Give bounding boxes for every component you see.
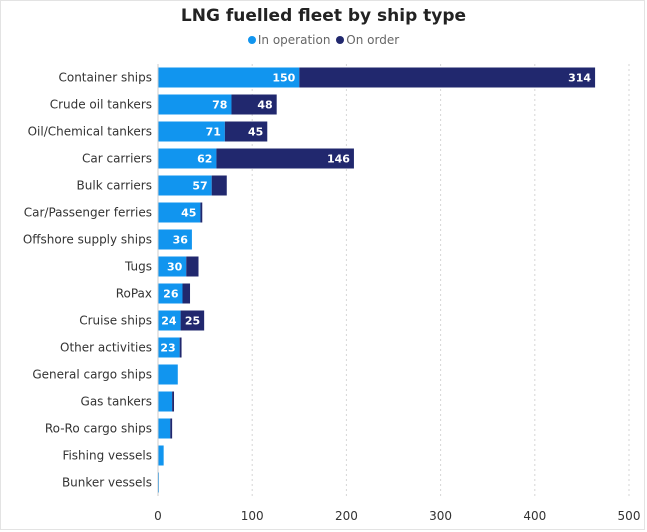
bar-value-label: 45 bbox=[181, 207, 196, 220]
bar-value-label: 36 bbox=[173, 234, 189, 247]
bar-in-operation[interactable] bbox=[158, 445, 164, 466]
bar-on-order[interactable] bbox=[216, 148, 354, 169]
y-tick-label: Oil/Chemical tankers bbox=[28, 125, 152, 139]
y-tick-label: Offshore supply ships bbox=[23, 233, 152, 247]
chart-title: LNG fuelled fleet by ship type bbox=[180, 6, 467, 26]
bar-in-operation[interactable] bbox=[158, 283, 183, 304]
bar-in-operation[interactable] bbox=[158, 175, 212, 196]
bar-value-label: 71 bbox=[206, 126, 221, 139]
bar-in-operation[interactable] bbox=[158, 364, 178, 385]
bar-in-operation[interactable] bbox=[158, 337, 180, 358]
legend-item-on-order[interactable]: On order bbox=[336, 33, 399, 47]
bar-in-operation[interactable] bbox=[158, 310, 181, 331]
legend-swatch-on-order bbox=[336, 36, 345, 44]
legend-label-on-order: On order bbox=[346, 33, 400, 47]
bar-value-label: 48 bbox=[257, 99, 272, 112]
bar-on-order[interactable] bbox=[224, 121, 268, 142]
x-tick-label: 200 bbox=[335, 509, 358, 523]
bar-on-order[interactable] bbox=[182, 283, 191, 304]
x-tick-label: 500 bbox=[618, 509, 641, 523]
y-tick-label: Gas tankers bbox=[81, 395, 152, 409]
y-tick-label: Cruise ships bbox=[79, 314, 152, 328]
y-tick-label: General cargo ships bbox=[32, 368, 152, 382]
bar-in-operation[interactable] bbox=[158, 67, 300, 88]
legend-swatch-in-operation bbox=[247, 36, 256, 44]
bar-in-operation[interactable] bbox=[158, 229, 192, 250]
bar-in-operation[interactable] bbox=[158, 121, 225, 142]
y-tick-label: Car carriers bbox=[82, 152, 152, 166]
bar-value-label: 78 bbox=[212, 99, 227, 112]
bar-in-operation[interactable] bbox=[158, 391, 173, 412]
legend-item-in-operation[interactable]: In operation bbox=[247, 33, 331, 47]
y-tick-label: Container ships bbox=[58, 71, 152, 85]
bar-on-order[interactable] bbox=[299, 67, 596, 88]
bar-on-order[interactable] bbox=[211, 175, 227, 196]
bar-on-order[interactable] bbox=[172, 391, 175, 412]
bar-in-operation[interactable] bbox=[158, 94, 232, 115]
x-tick-label: 300 bbox=[429, 509, 452, 523]
y-tick-label: RoPax bbox=[116, 287, 152, 301]
bar-in-operation[interactable] bbox=[158, 202, 201, 223]
bar-value-label: 45 bbox=[248, 126, 263, 139]
bar-on-order[interactable] bbox=[200, 202, 203, 223]
bar-value-label: 150 bbox=[272, 72, 295, 85]
y-tick-label: Other activities bbox=[60, 341, 152, 355]
y-tick-label: Ro-Ro cargo ships bbox=[45, 422, 152, 436]
chart-legend: In operation On order bbox=[0, 33, 647, 47]
bar-value-label: 23 bbox=[160, 342, 175, 355]
x-tick-label: 100 bbox=[241, 509, 264, 523]
bar-value-label: 146 bbox=[327, 153, 350, 166]
bar-on-order[interactable] bbox=[180, 310, 205, 331]
bar-value-label: 25 bbox=[185, 315, 200, 328]
bar-in-operation[interactable] bbox=[158, 418, 171, 439]
bar-value-label: 26 bbox=[163, 288, 179, 301]
bar-in-operation[interactable] bbox=[158, 148, 217, 169]
bar-on-order[interactable] bbox=[186, 256, 199, 277]
y-tick-label: Bunker vessels bbox=[62, 476, 152, 490]
bar-value-label: 314 bbox=[568, 72, 591, 85]
bar-in-operation[interactable] bbox=[158, 256, 187, 277]
bar-on-order[interactable] bbox=[170, 418, 173, 439]
y-tick-label: Car/Passenger ferries bbox=[24, 206, 152, 220]
bar-on-order[interactable] bbox=[231, 94, 277, 115]
x-tick-label: 0 bbox=[154, 509, 162, 523]
y-tick-label: Tugs bbox=[124, 260, 152, 274]
bar-value-label: 24 bbox=[161, 315, 177, 328]
legend-label-in-operation: In operation bbox=[257, 33, 331, 47]
x-tick-label: 400 bbox=[523, 509, 546, 523]
bar-value-label: 57 bbox=[192, 180, 207, 193]
bar-on-order[interactable] bbox=[179, 337, 182, 358]
bar-value-label: 62 bbox=[197, 153, 212, 166]
y-tick-label: Crude oil tankers bbox=[50, 98, 152, 112]
y-tick-label: Fishing vessels bbox=[62, 449, 152, 463]
bar-value-label: 30 bbox=[167, 261, 183, 274]
y-tick-label: Bulk carriers bbox=[77, 179, 152, 193]
